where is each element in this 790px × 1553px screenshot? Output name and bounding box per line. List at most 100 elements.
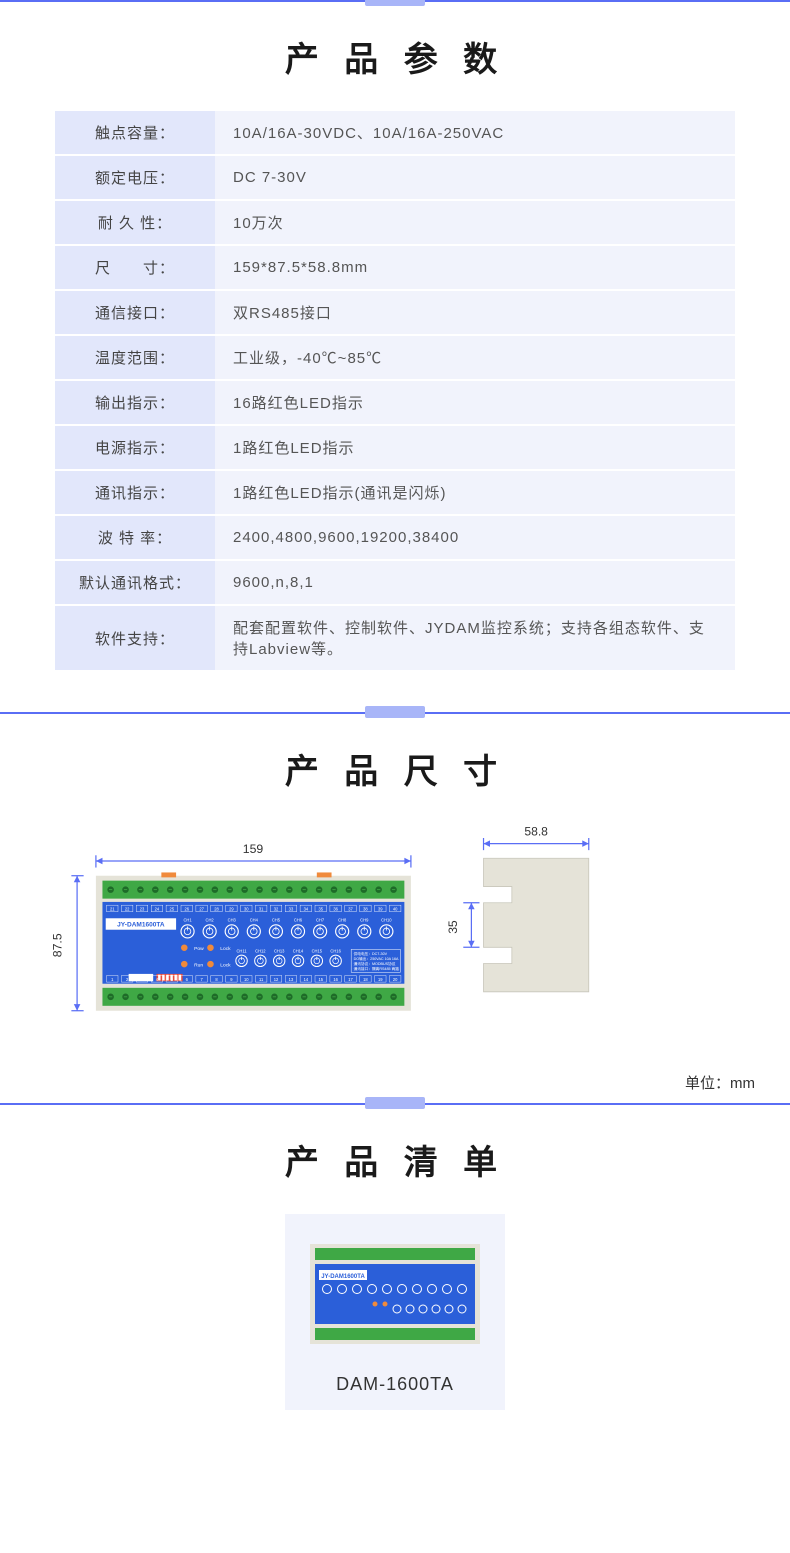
divider-list (0, 1103, 790, 1105)
svg-text:CH14: CH14 (293, 949, 304, 954)
svg-text:27: 27 (199, 907, 204, 912)
svg-text:29: 29 (229, 907, 234, 912)
svg-text:CH15: CH15 (312, 949, 323, 954)
svg-text:36: 36 (333, 907, 338, 912)
spec-value: 9600,n,8,1 (215, 561, 735, 606)
title-dims: 产 品 尺 寸 (0, 744, 790, 793)
svg-text:JY-DAM1600TA: JY-DAM1600TA (321, 1274, 365, 1280)
spec-value: 2400,4800,9600,19200,38400 (215, 516, 735, 561)
svg-text:CH8: CH8 (338, 918, 347, 923)
spec-row: 波 特 率：2400,4800,9600,19200,38400 (55, 516, 735, 561)
spec-label: 耐 久 性： (55, 201, 215, 246)
svg-text:CH2: CH2 (206, 918, 215, 923)
side-profile (484, 858, 589, 992)
spec-value: 工业级，-40℃~85℃ (215, 336, 735, 381)
product-caption: DAM-1600TA (295, 1374, 495, 1395)
dim-slot-label: 35 (446, 920, 460, 934)
spec-row: 尺 寸：159*87.5*58.8mm (55, 246, 735, 291)
spec-value: 1路红色LED指示(通讯是闪烁) (215, 471, 735, 516)
svg-text:35: 35 (318, 907, 323, 912)
svg-text:11: 11 (259, 977, 264, 982)
svg-text:Lock: Lock (220, 963, 231, 969)
spec-row: 通信接口：双RS485接口 (55, 291, 735, 336)
spec-row: 温度范围：工业级，-40℃~85℃ (55, 336, 735, 381)
svg-text:39: 39 (378, 907, 383, 912)
svg-text:31: 31 (259, 907, 264, 912)
svg-text:25: 25 (170, 907, 175, 912)
svg-text:供电电压：DC7-30V: 供电电压：DC7-30V (354, 951, 388, 956)
svg-text:30: 30 (244, 907, 249, 912)
spec-label: 温度范围： (55, 336, 215, 381)
dim-width-label: 159 (243, 843, 264, 856)
spec-row: 耐 久 性：10万次 (55, 201, 735, 246)
svg-text:20: 20 (393, 977, 398, 982)
spec-value: 双RS485接口 (215, 291, 735, 336)
dim-unit-label: 单位：mm (685, 1072, 755, 1093)
svg-text:19: 19 (378, 977, 383, 982)
svg-text:10: 10 (244, 977, 249, 982)
svg-text:CH6: CH6 (294, 918, 303, 923)
svg-text:CH3: CH3 (228, 918, 237, 923)
svg-text:CH5: CH5 (272, 918, 281, 923)
dim-height-label: 87.5 (51, 933, 65, 957)
svg-text:12: 12 (274, 977, 279, 982)
svg-text:26: 26 (184, 907, 189, 912)
svg-text:Lock: Lock (220, 946, 231, 952)
svg-text:CH11: CH11 (236, 949, 247, 954)
dimensions-figure: 159 87.5 2122232425262728293031323334353… (35, 823, 755, 1083)
spec-label: 尺 寸： (55, 246, 215, 291)
spec-value: 配套配置软件、控制软件、JYDAM监控系统；支持各组态软件、支持Labview等… (215, 606, 735, 672)
spec-row: 触点容量：10A/16A-30VDC、10A/16A-250VAC (55, 111, 735, 156)
spec-label: 波 特 率： (55, 516, 215, 561)
spec-label: 软件支持： (55, 606, 215, 672)
spec-row: 输出指示：16路红色LED指示 (55, 381, 735, 426)
spec-label: 输出指示： (55, 381, 215, 426)
spec-table: 触点容量：10A/16A-30VDC、10A/16A-250VAC额定电压：DC… (55, 111, 735, 672)
svg-text:14: 14 (304, 977, 309, 982)
dim-depth-label: 58.8 (525, 825, 549, 839)
spec-label: 额定电压： (55, 156, 215, 201)
svg-text:18: 18 (363, 977, 368, 982)
svg-text:13: 13 (289, 977, 294, 982)
svg-text:DO输出：250VAC 10A 16A: DO输出：250VAC 10A 16A (354, 956, 399, 961)
spec-row: 软件支持：配套配置软件、控制软件、JYDAM监控系统；支持各组态软件、支持Lab… (55, 606, 735, 672)
svg-text:Pow: Pow (194, 946, 204, 952)
svg-text:34: 34 (304, 907, 309, 912)
svg-text:32: 32 (274, 907, 279, 912)
device-front-view: 159 87.5 2122232425262728293031323334353… (35, 843, 435, 1023)
spec-value: 159*87.5*58.8mm (215, 246, 735, 291)
title-params: 产 品 参 数 (0, 32, 790, 81)
svg-text:通讯接口：隔离RS485 两路: 通讯接口：隔离RS485 两路 (354, 966, 400, 971)
spec-value: DC 7-30V (215, 156, 735, 201)
spec-label: 触点容量： (55, 111, 215, 156)
spec-label: 通信接口： (55, 291, 215, 336)
spec-row: 额定电压：DC 7-30V (55, 156, 735, 201)
svg-text:CH12: CH12 (255, 949, 266, 954)
spec-label: 默认通讯格式： (55, 561, 215, 606)
product-thumbnail: JY-DAM1600TA (305, 1234, 485, 1354)
svg-text:CH4: CH4 (250, 918, 259, 923)
svg-text:28: 28 (214, 907, 219, 912)
divider-params (0, 0, 790, 2)
svg-text:23: 23 (140, 907, 145, 912)
spec-label: 通讯指示： (55, 471, 215, 516)
svg-text:17: 17 (348, 977, 353, 982)
svg-text:CH1: CH1 (183, 918, 192, 923)
svg-text:Run: Run (194, 963, 203, 969)
svg-text:15: 15 (318, 977, 323, 982)
svg-text:通讯协议：MODBUS协议: 通讯协议：MODBUS协议 (354, 961, 396, 966)
device-model-label: JY-DAM1600TA (117, 921, 165, 928)
title-list: 产 品 清 单 (0, 1135, 790, 1184)
product-list-card: JY-DAM1600TA DAM-1600TA (285, 1214, 505, 1410)
svg-text:16: 16 (333, 977, 338, 982)
svg-text:33: 33 (289, 907, 294, 912)
spec-value: 1路红色LED指示 (215, 426, 735, 471)
spec-value: 16路红色LED指示 (215, 381, 735, 426)
spec-row: 默认通讯格式：9600,n,8,1 (55, 561, 735, 606)
svg-text:37: 37 (348, 907, 353, 912)
svg-text:22: 22 (125, 907, 130, 912)
divider-dims (0, 712, 790, 714)
svg-text:38: 38 (363, 907, 368, 912)
device-side-view: 58.8 35 (439, 823, 609, 1023)
svg-text:CH10: CH10 (381, 918, 392, 923)
